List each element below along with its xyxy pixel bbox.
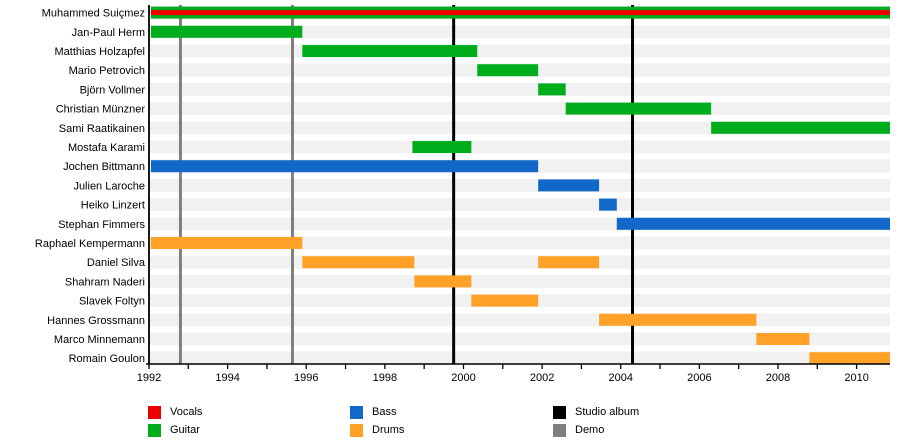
legend-item-demo: Demo	[553, 424, 604, 437]
timeline-bar-guitar	[412, 141, 472, 153]
legend-item-bass: Bass	[350, 406, 396, 419]
row-stripe	[150, 255, 890, 269]
timeline-bar-drums	[302, 256, 415, 269]
legend-label-drums: Drums	[372, 424, 405, 436]
member-label: Stephan Fimmers	[58, 219, 145, 231]
member-label: Romain Goulon	[69, 353, 145, 365]
legend-label-vocals: Vocals	[170, 406, 203, 418]
member-label: Sami Raatikainen	[59, 123, 145, 135]
timeline-bar-drums	[414, 275, 472, 288]
axis-tick-label: 1992	[137, 372, 161, 384]
row-stripe	[150, 274, 890, 288]
member-label: Shahram Naderi	[65, 276, 145, 288]
row-stripe	[150, 332, 890, 346]
member-label: Marco Minnemann	[54, 334, 145, 346]
member-label: Slavek Foltyn	[79, 296, 145, 308]
axis-tick-label: 2006	[687, 372, 711, 384]
row-stripe	[150, 236, 890, 250]
axis-tick-label: 1994	[215, 372, 239, 384]
row-stripe	[150, 44, 890, 58]
timeline-bar-drums	[756, 333, 810, 345]
row-stripe	[150, 82, 890, 96]
axis-tick-label: 1996	[294, 372, 318, 384]
member-label: Jochen Bittmann	[63, 161, 145, 173]
timeline-bar-bass	[599, 198, 617, 211]
member-label: Matthias Holzapfel	[55, 46, 146, 58]
legend-label-demo: Demo	[575, 424, 605, 436]
member-label: Jan-Paul Herm	[72, 27, 145, 39]
guitar-swatch	[148, 424, 161, 437]
row-stripe	[150, 313, 890, 327]
row-stripe	[150, 102, 890, 116]
row-stripe	[150, 198, 890, 212]
timeline-bar-drums	[538, 256, 600, 269]
axis-tick-label: 2004	[608, 372, 632, 384]
legend-item-studio_album: Studio album	[553, 406, 639, 419]
bass-swatch	[350, 406, 363, 419]
timeline-bar-drums	[599, 313, 757, 326]
row-stripe	[150, 25, 890, 39]
timeline-bar-vocals	[150, 10, 890, 16]
timeline-bar-drums	[471, 294, 539, 307]
timeline-bar-guitar	[477, 64, 539, 77]
timeline-bar-guitar	[711, 121, 890, 134]
vocals-swatch	[148, 406, 161, 419]
legend-item-vocals: Vocals	[148, 406, 202, 419]
legend-item-drums: Drums	[350, 424, 404, 437]
studio_album-swatch	[553, 406, 566, 419]
timeline-bar-guitar	[565, 102, 712, 115]
member-label: Hannes Grossmann	[47, 315, 145, 327]
member-label: Björn Vollmer	[80, 84, 146, 96]
timeline-bar-guitar	[150, 25, 303, 38]
row-stripe	[150, 140, 890, 154]
member-label: Muhammed Suiçmez	[42, 8, 145, 20]
legend-label-guitar: Guitar	[170, 424, 200, 436]
row-stripe	[150, 121, 890, 135]
row-stripe	[150, 351, 890, 365]
timeline-bar-guitar	[302, 45, 478, 57]
axis-tick-label: 2002	[530, 372, 554, 384]
timeline-bar-guitar	[538, 83, 566, 96]
legend-item-guitar: Guitar	[148, 424, 200, 437]
timeline-bar-bass	[538, 179, 600, 192]
row-stripe	[150, 178, 890, 192]
member-label: Raphael Kempermann	[35, 238, 145, 250]
timeline-plot: 1992 1994 1996 1998 2000 2002 2004 2006 2008 2010…	[35, 5, 890, 384]
member-label: Heiko Linzert	[81, 200, 145, 212]
demo-swatch	[553, 424, 566, 437]
axis-tick-label: 2008	[766, 372, 790, 384]
axis-tick-label: 1998	[373, 372, 397, 384]
timeline-bar-drums	[809, 352, 890, 365]
timeline-bar-bass	[150, 160, 539, 173]
drums-swatch	[350, 424, 363, 437]
axis-tick-label: 2000	[451, 372, 475, 384]
member-label: Mostafa Karami	[68, 142, 145, 154]
legend-label-studio_album: Studio album	[575, 406, 640, 418]
timeline-bar-bass	[616, 217, 890, 230]
member-label: Julien Laroche	[73, 180, 145, 192]
member-label: Daniel Silva	[87, 257, 146, 269]
timeline-bar-drums	[150, 237, 303, 249]
member-label: Mario Petrovich	[69, 65, 145, 77]
member-label: Christian Münzner	[56, 104, 146, 116]
axis-tick-label: 2010	[844, 372, 868, 384]
legend-label-bass: Bass	[372, 406, 397, 418]
